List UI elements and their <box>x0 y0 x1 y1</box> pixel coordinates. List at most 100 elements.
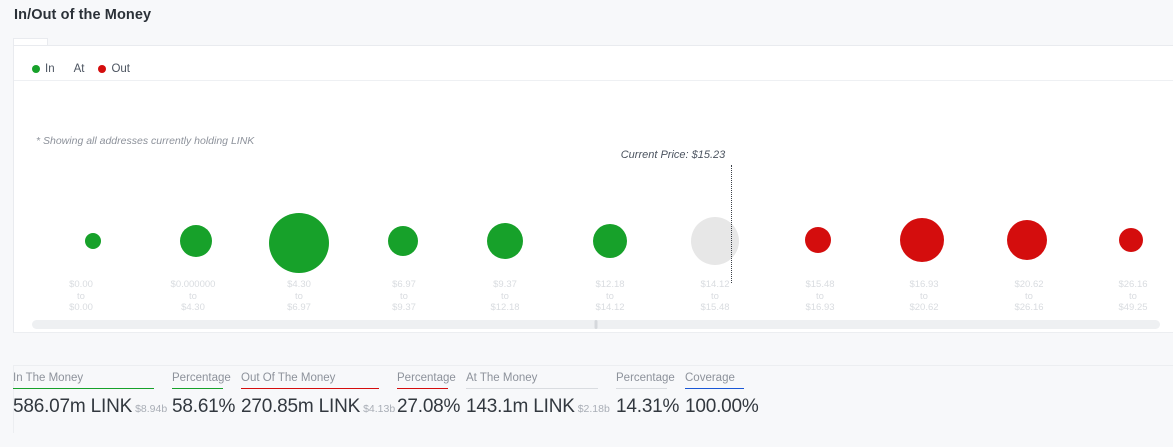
x-axis-label-line: $6.97 <box>392 279 416 290</box>
legend-dot-icon <box>98 65 107 73</box>
stat-rule <box>397 388 448 390</box>
x-axis-label-line: to <box>1025 290 1033 302</box>
x-axis-label-line: to <box>77 290 85 302</box>
legend-divider <box>14 80 1173 81</box>
stat-rule <box>241 388 379 390</box>
stat-percentage-1: Percentage 58.61% <box>172 372 235 418</box>
x-axis-label-line: $14.12 <box>595 302 625 313</box>
x-axis-label-5: $12.18 to $14.12 <box>595 279 624 314</box>
x-axis-label-line: $12.18 <box>595 279 625 290</box>
x-axis-label-line: to <box>816 290 824 302</box>
stat-value-row: 143.1m LINK $2.18b <box>466 396 610 418</box>
x-axis-label-line: $26.16 <box>1014 302 1044 313</box>
stat-rule <box>616 388 667 390</box>
x-axis-label-line: to <box>400 290 408 302</box>
stat-label: Percentage <box>616 372 675 384</box>
x-axis-label-2: $4.30 to $6.97 <box>287 279 311 314</box>
stat-value-row: 270.85m LINK $4.13b <box>241 396 395 418</box>
legend-item-in[interactable]: In <box>32 63 55 75</box>
stat-value: 270.85m LINK <box>241 396 361 418</box>
x-axis-label-10: $26.16 to $49.25 <box>1118 279 1147 314</box>
stat-value: 27.08% <box>397 396 461 418</box>
x-axis-label-line: $26.16 <box>1118 279 1148 290</box>
x-axis-label-line: $20.62 <box>1014 279 1044 290</box>
x-axis-label-line: $0.00 <box>69 279 93 290</box>
stat-rule <box>172 388 223 390</box>
x-axis-label-line: $9.37 <box>392 302 416 313</box>
stats-top-divider <box>13 365 1173 366</box>
card-tab-stub <box>13 38 48 46</box>
x-axis-label-6: $14.12 to $15.48 <box>700 279 729 314</box>
stats-left-divider <box>13 365 14 433</box>
x-axis-label-line: to <box>606 290 614 302</box>
stat-rule <box>685 388 744 390</box>
stat-label: Percentage <box>172 372 231 384</box>
x-axis-label-line: to <box>920 290 928 302</box>
x-axis-label-line: $49.25 <box>1118 302 1148 313</box>
scrollbar-handle[interactable] <box>594 320 598 329</box>
x-axis-label-3: $6.97 to $9.37 <box>392 279 416 314</box>
stat-subvalue: $2.18b <box>577 403 610 416</box>
stat-label: Out Of The Money <box>241 372 336 384</box>
stat-value: 586.07m LINK <box>13 396 133 418</box>
x-axis-label-line: $16.93 <box>909 279 939 290</box>
stat-value-row: 58.61% <box>172 396 235 418</box>
x-axis-label-7: $15.48 to $16.93 <box>805 279 834 314</box>
stat-value: 100.00% <box>685 396 759 418</box>
x-axis-label-line: to <box>189 290 197 302</box>
stat-in-the-money-0: In The Money 586.07m LINK $8.94b <box>13 372 167 418</box>
legend-dot-icon <box>32 65 40 73</box>
x-axis-label-line: $14.12 <box>700 279 730 290</box>
x-axis-label-4: $9.37 to $12.18 <box>490 279 519 314</box>
stat-percentage-3: Percentage 27.08% <box>397 372 460 418</box>
x-axis-label-line: $15.48 <box>805 279 835 290</box>
legend-item-out[interactable]: Out <box>98 63 130 75</box>
stat-value: 14.31% <box>616 396 680 418</box>
chart-footnote: * Showing all addresses currently holdin… <box>36 135 255 147</box>
stat-coverage-6: Coverage 100.00% <box>685 372 759 418</box>
x-axis-label-line: $0.00 <box>69 302 93 313</box>
page-title: In/Out of the Money <box>14 7 152 23</box>
stat-value-row: 100.00% <box>685 396 759 418</box>
x-axis-label-line: to <box>501 290 509 302</box>
stat-at-the-money-4: At The Money 143.1m LINK $2.18b <box>466 372 610 418</box>
x-axis-label-8: $16.93 to $20.62 <box>909 279 938 314</box>
stat-label: At The Money <box>466 372 538 384</box>
stat-value-row: 586.07m LINK $8.94b <box>13 396 167 418</box>
stats-strip: In The Money 586.07m LINK $8.94b Percentage… <box>13 372 1173 428</box>
horizontal-scrollbar[interactable] <box>32 320 1160 329</box>
stat-subvalue: $4.13b <box>363 403 396 416</box>
stat-subvalue: $8.94b <box>135 403 168 416</box>
legend-item-label: In <box>45 63 55 75</box>
x-axis-label-line: $6.97 <box>287 302 311 313</box>
stat-value: 143.1m LINK <box>466 396 575 418</box>
stat-value-row: 14.31% <box>616 396 679 418</box>
x-axis-label-0: $0.00 to $0.00 <box>69 279 93 314</box>
stat-value-row: 27.08% <box>397 396 460 418</box>
x-axis-label-line: $12.18 <box>490 302 520 313</box>
x-axis-label-line: $15.48 <box>700 302 730 313</box>
stat-out-of-the-money-2: Out Of The Money 270.85m LINK $4.13b <box>241 372 395 418</box>
stat-label: In The Money <box>13 372 84 384</box>
legend-item-label: At <box>73 63 85 75</box>
x-axis-label-line: $4.30 <box>287 279 311 290</box>
x-axis-label-line: $4.30 <box>181 302 205 313</box>
x-axis-label-9: $20.62 to $26.16 <box>1014 279 1043 314</box>
legend-item-label: Out <box>111 63 131 75</box>
x-axis-label-line: $9.37 <box>493 279 517 290</box>
x-axis-label-line: $20.62 <box>909 302 939 313</box>
chart-card: In At Out * Showing all addresses currentl… <box>13 45 1173 333</box>
stat-label: Percentage <box>397 372 456 384</box>
x-axis-label-line: $0.000000 <box>170 279 216 290</box>
x-axis-labels: $0.00 to $0.00 $0.000000 to $4.30 $4.30 to $6.97… <box>13 279 1173 317</box>
legend-item-at[interactable]: At <box>69 63 85 75</box>
stat-value: 58.61% <box>172 396 236 418</box>
stat-label: Coverage <box>685 372 735 384</box>
x-axis-label-1: $0.000000 to $4.30 <box>171 279 216 314</box>
stat-percentage-5: Percentage 14.31% <box>616 372 679 418</box>
x-axis-label-line: to <box>1129 290 1137 302</box>
x-axis-label-line: to <box>295 290 303 302</box>
x-axis-label-line: $16.93 <box>805 302 835 313</box>
x-axis-label-line: to <box>711 290 719 302</box>
